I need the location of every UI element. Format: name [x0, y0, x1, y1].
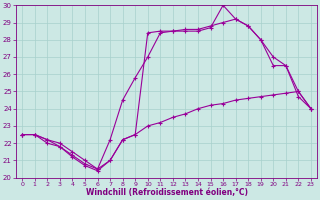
X-axis label: Windchill (Refroidissement éolien,°C): Windchill (Refroidissement éolien,°C) [85, 188, 248, 197]
